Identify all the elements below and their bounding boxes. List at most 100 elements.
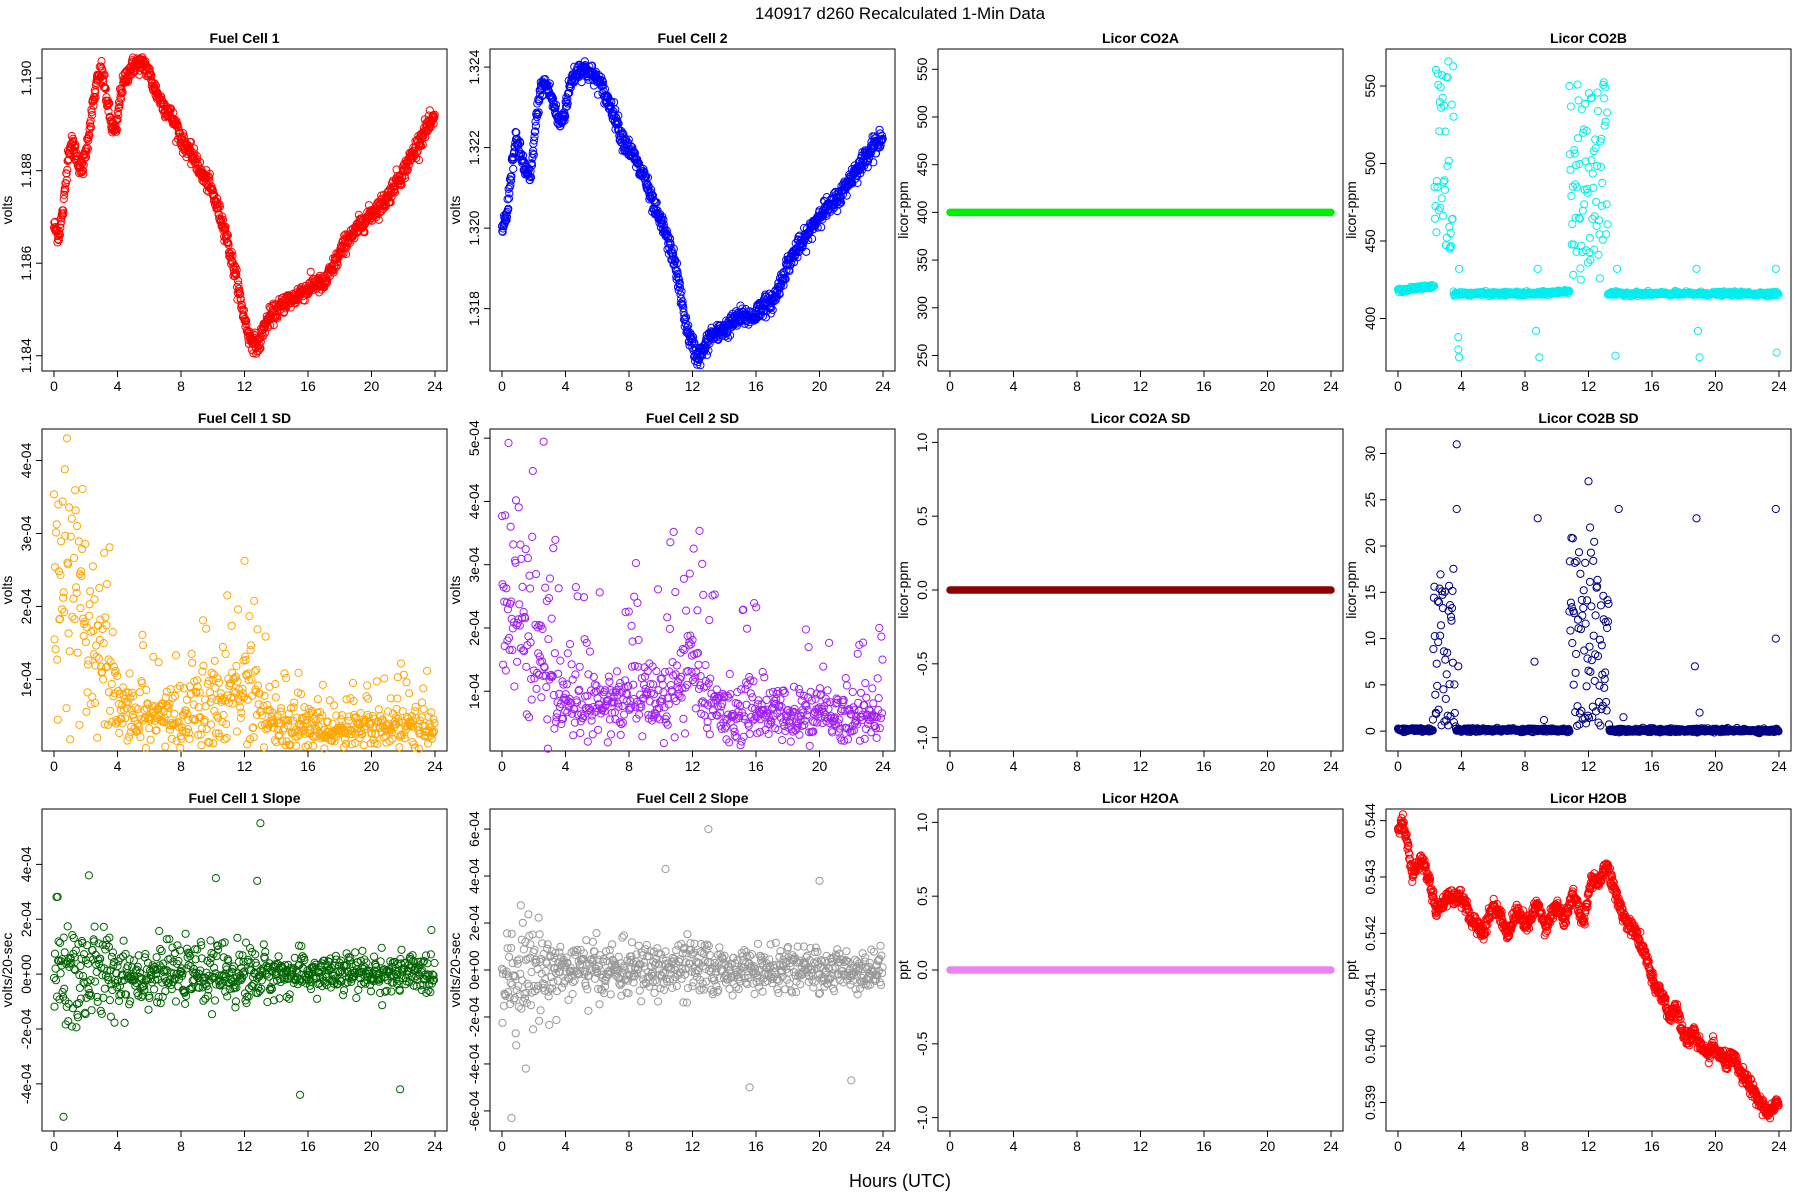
data-point [1565,150,1575,159]
data-point [685,569,694,578]
x-axis: 0 4 8 12 16 20 24 [1394,370,1787,394]
data-point [280,669,289,678]
data-point [154,658,163,667]
data-point [1454,345,1463,354]
x-tick-label: 0 [50,758,58,774]
y-tick-label: 450 [1362,229,1378,253]
data-point [1594,250,1603,259]
y-tick-label: 3e-04 [466,547,482,583]
y-axis-label: licor-ppm [1343,561,1359,619]
x-tick-label: 0 [498,758,506,774]
data-point [84,136,93,145]
data-point [77,571,86,581]
x-axis: 0 4 8 12 16 20 24 [946,370,1339,394]
data-point [59,206,68,215]
data-point [513,657,522,666]
data-point [245,612,254,621]
x-tick-label: 8 [625,378,633,394]
data-point [695,526,704,536]
x-tick-label: 20 [812,758,828,774]
data-point [139,641,148,650]
panel-title: Fuel Cell 2 SD [646,410,739,426]
data-point [786,737,795,746]
x-tick-label: 8 [625,758,633,774]
data-point [1439,211,1448,220]
data-point [567,660,576,669]
data-point [1576,275,1586,284]
x-tick-label: 24 [1771,758,1787,774]
data-point [221,649,230,659]
data-point [71,140,80,149]
data-point [210,706,219,716]
data-point [81,638,90,647]
data-point [187,649,196,659]
data-point [795,730,804,739]
y-tick-label: 400 [914,200,930,224]
data-point [237,708,246,717]
data-point [51,645,60,654]
data-point [104,655,113,664]
data-point [746,689,755,698]
data-point [1601,117,1610,126]
data-point [207,720,216,729]
y-tick-label: 0.0 [914,580,930,600]
x-tick-label: 4 [562,758,570,774]
data-point [699,590,708,600]
data-point [1444,156,1453,165]
data-point [698,559,707,569]
panel-title: Licor CO2A [1102,30,1179,46]
data-point [543,715,552,724]
data-point [509,164,518,173]
panel-title: Fuel Cell 2 [657,30,727,46]
data-point [112,125,122,134]
data-point [671,588,680,597]
data-point [680,729,690,738]
data-point [504,438,513,448]
data-point [215,678,224,687]
data-point [63,165,72,174]
data-point [86,122,95,131]
data-point [1569,270,1578,279]
data-point [85,119,95,128]
data-point [98,66,107,75]
data-point [232,727,242,736]
x-tick-label: 16 [1644,758,1660,774]
data-point [374,705,383,714]
x-tick-label: 16 [1644,378,1660,394]
data-point [188,658,197,667]
data-point [93,733,102,742]
data-point [1447,100,1456,109]
y-axis-label: volts [0,196,15,225]
data-point [222,733,231,743]
x-tick-label: 16 [1196,758,1212,774]
figure-xlabel: Hours (UTC) [849,1171,951,1191]
data-point [51,563,60,572]
data-point [261,632,270,641]
data-point [710,590,719,599]
data-point [1533,264,1542,273]
data-point [64,629,73,638]
data-point [309,741,318,750]
data-point [372,677,381,686]
data-point [69,553,79,563]
data-point [253,625,262,634]
data-point [54,236,64,245]
data-point [290,698,299,707]
data-point [1455,264,1464,273]
data-point [638,732,647,741]
data-point [170,709,179,718]
data-point [136,732,145,742]
y-tick-label: 30 [1362,446,1378,462]
data-point [692,668,701,677]
series-points [497,437,887,753]
data-point [571,583,581,592]
x-tick-label: 0 [1394,378,1402,394]
data-point [531,570,541,579]
y-tick-label: 400 [1362,307,1378,331]
y-tick-label: 3e-04 [18,515,34,551]
